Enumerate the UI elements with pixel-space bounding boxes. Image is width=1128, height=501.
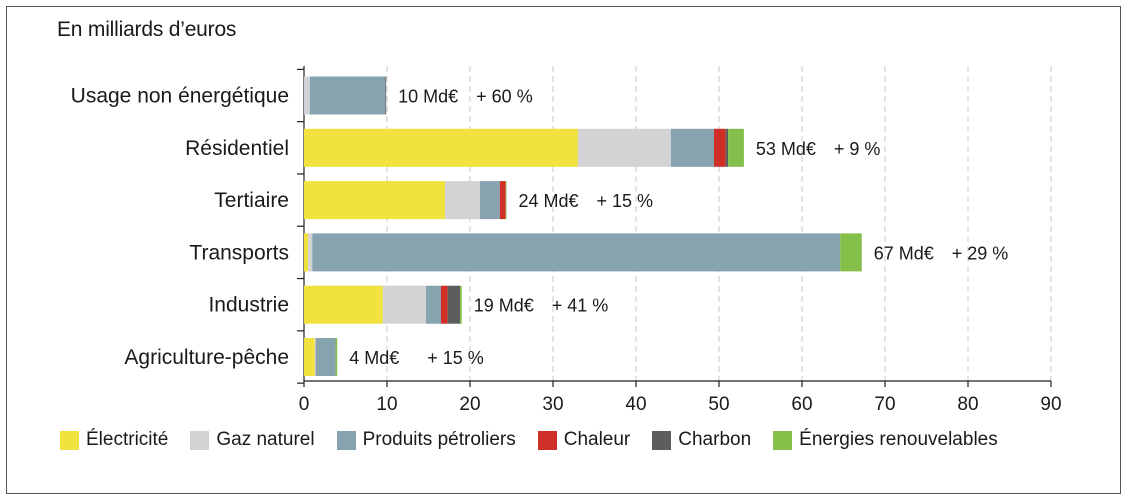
- bar-segment: [314, 338, 316, 376]
- bar-segment: [426, 285, 441, 324]
- legend-swatch: [336, 430, 356, 450]
- bar-segment: [304, 128, 578, 167]
- chart-frame: [6, 6, 1121, 494]
- bar-segment: [304, 233, 309, 272]
- legend-item-produits-petroliers: Produits pétroliers: [336, 429, 516, 451]
- bar-segment: [440, 285, 448, 324]
- change-label: + 15 %: [427, 348, 484, 368]
- bar-segment: [460, 285, 462, 324]
- bar-segment: [840, 233, 862, 272]
- category-label: Tertiaire: [214, 189, 289, 212]
- legend-label: Chaleur: [563, 429, 631, 450]
- legend-label: Gaz naturel: [216, 429, 315, 450]
- total-label: 10 Md€: [398, 87, 458, 107]
- bar-segment: [304, 338, 315, 376]
- x-tick-label: 90: [1040, 394, 1061, 415]
- total-label: 24 Md€: [519, 191, 579, 211]
- x-tick-label: 30: [542, 394, 563, 415]
- legend-swatch: [190, 430, 210, 450]
- bar-segment: [577, 128, 671, 167]
- legend-label: Charbon: [678, 429, 752, 450]
- x-tick-label: 70: [874, 394, 895, 415]
- x-tick-label: 60: [791, 394, 812, 415]
- x-tick-label: 80: [957, 394, 978, 415]
- category-label: Résidentiel: [185, 137, 289, 160]
- category-label: Usage non énergétique: [71, 85, 289, 108]
- legend-item-electricite: Électricité: [60, 429, 168, 451]
- legend-swatch: [652, 430, 672, 450]
- bar-segment: [728, 128, 744, 167]
- x-tick-label: 10: [376, 394, 397, 415]
- bar-segment: [479, 181, 500, 220]
- bar-segment: [385, 76, 387, 115]
- bar-segment: [714, 128, 726, 167]
- legend-item-gaz-naturel: Gaz naturel: [190, 429, 315, 451]
- change-label: + 41 %: [552, 296, 609, 316]
- legend-label: Produits pétroliers: [362, 429, 516, 450]
- category-label: Transports: [189, 241, 289, 264]
- x-tick-label: 0: [299, 394, 310, 415]
- total-label: 53 Md€: [756, 139, 816, 159]
- legend-swatch: [537, 430, 557, 450]
- total-label: 67 Md€: [874, 243, 934, 263]
- total-label: 19 Md€: [474, 296, 534, 316]
- category-label: Agriculture-pêche: [124, 346, 289, 369]
- legend-item-chaleur: Chaleur: [537, 429, 631, 451]
- change-label: + 60 %: [476, 87, 533, 107]
- change-label: + 15 %: [597, 191, 654, 211]
- bar-segment: [499, 181, 506, 220]
- bar-segment: [315, 338, 336, 376]
- chart-title: En milliards d’euros: [57, 18, 237, 41]
- x-tick-label: 50: [708, 394, 729, 415]
- bar-segment: [505, 181, 507, 220]
- bar-segment: [335, 338, 338, 376]
- bar-segment: [445, 181, 480, 220]
- bar-segment: [309, 76, 386, 115]
- legend-label: Énergies renouvelables: [799, 429, 998, 450]
- change-label: + 9 %: [834, 139, 881, 159]
- bar-segment: [304, 76, 310, 115]
- legend-item-energies-renouvelables: Énergies renouvelables: [773, 429, 998, 451]
- x-tick-label: 20: [459, 394, 480, 415]
- bar-segment: [304, 285, 383, 324]
- bar-segment: [670, 128, 715, 167]
- change-label: + 29 %: [952, 243, 1009, 263]
- category-label: Industrie: [208, 294, 289, 317]
- bar-segment: [382, 285, 427, 324]
- x-tick-label: 40: [625, 394, 646, 415]
- legend-item-charbon: Charbon: [652, 429, 751, 451]
- total-label: 4 Md€: [349, 348, 399, 368]
- legend-swatch: [60, 430, 79, 450]
- legend-swatch: [773, 430, 793, 450]
- bar-segment: [725, 128, 729, 167]
- legend: Électricité Gaz naturel Produits pétroli…: [60, 427, 1020, 453]
- bar-segment: [308, 233, 313, 272]
- legend-label: Électricité: [86, 429, 169, 450]
- bar-segment: [304, 181, 446, 220]
- bar-segment: [447, 285, 461, 324]
- bar-segment: [312, 233, 841, 272]
